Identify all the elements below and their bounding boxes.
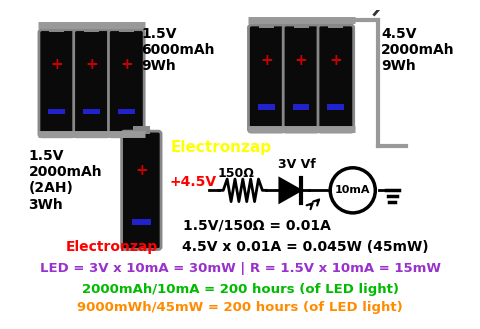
Bar (293, 104, 310, 110)
Text: Electronzap: Electronzap (66, 240, 158, 254)
Bar (258, 104, 275, 110)
FancyBboxPatch shape (39, 30, 74, 137)
Text: 9000mWh/45mW = 200 hours (of LED light): 9000mWh/45mW = 200 hours (of LED light) (77, 301, 403, 314)
Text: +: + (120, 58, 132, 72)
FancyBboxPatch shape (283, 25, 319, 132)
Text: 3V Vf: 3V Vf (277, 158, 315, 171)
Bar (83, 109, 100, 114)
Text: +4.5V: +4.5V (169, 175, 216, 189)
Bar (119, 25, 134, 33)
Text: 1.5V
2000mAh
(2AH)
3Wh: 1.5V 2000mAh (2AH) 3Wh (29, 149, 102, 212)
Text: Electronzap: Electronzap (171, 139, 272, 155)
Bar (49, 25, 64, 33)
FancyBboxPatch shape (108, 30, 144, 137)
Bar (294, 20, 309, 28)
Bar (132, 219, 151, 225)
Text: +: + (135, 163, 148, 178)
Bar (118, 109, 135, 114)
Text: +: + (260, 53, 273, 68)
Text: 1.5V
6000mAh
9Wh: 1.5V 6000mAh 9Wh (141, 27, 215, 73)
FancyBboxPatch shape (249, 25, 284, 132)
Bar (327, 104, 344, 110)
Text: +: + (329, 53, 342, 68)
Bar (133, 126, 150, 134)
Text: 2000mAh/10mA = 200 hours (of LED light): 2000mAh/10mA = 200 hours (of LED light) (82, 283, 398, 296)
Bar (48, 109, 65, 114)
Text: 4.5V x 0.01A = 0.045W (45mW): 4.5V x 0.01A = 0.045W (45mW) (182, 240, 429, 254)
FancyBboxPatch shape (121, 131, 161, 249)
Text: 1.5V/150Ω = 0.01A: 1.5V/150Ω = 0.01A (183, 218, 331, 233)
Text: 4.5V
2000mAh
9Wh: 4.5V 2000mAh 9Wh (381, 27, 455, 73)
Text: 10mA: 10mA (335, 185, 371, 195)
Bar (328, 20, 343, 28)
Text: +: + (50, 58, 63, 72)
FancyBboxPatch shape (318, 25, 354, 132)
Text: +: + (295, 53, 308, 68)
Text: +: + (85, 58, 98, 72)
Text: 150Ω: 150Ω (218, 167, 255, 180)
Polygon shape (279, 178, 301, 203)
Bar (259, 20, 274, 28)
Bar (84, 25, 99, 33)
Text: LED = 3V x 10mA = 30mW | R = 1.5V x 10mA = 15mW: LED = 3V x 10mA = 30mW | R = 1.5V x 10mA… (39, 262, 441, 275)
FancyBboxPatch shape (74, 30, 109, 137)
